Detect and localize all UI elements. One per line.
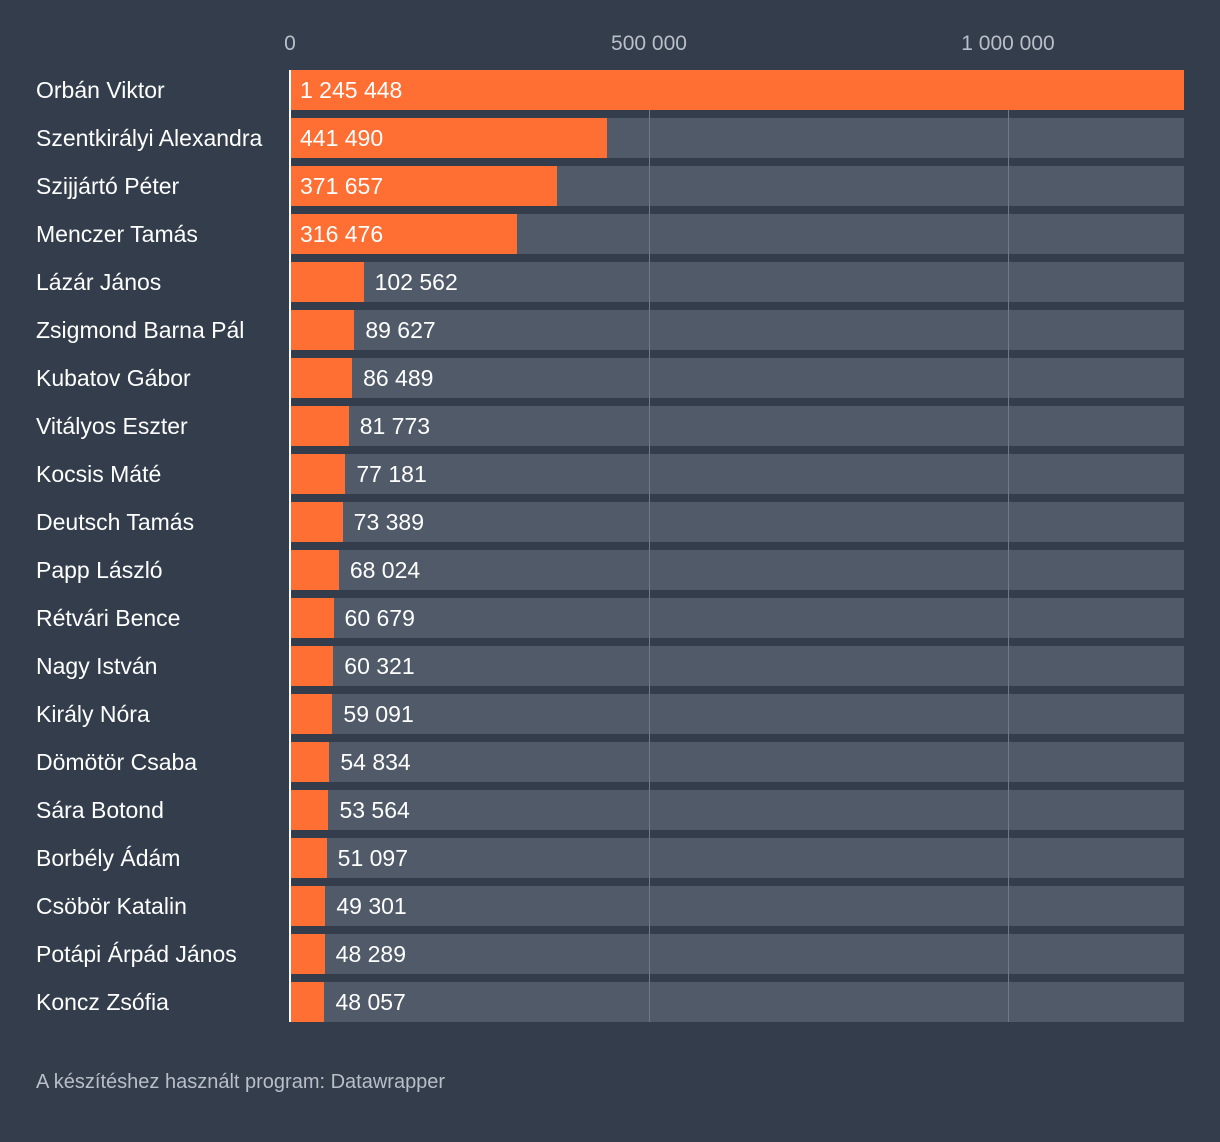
bar-track: [290, 646, 1184, 686]
bar-track: [290, 742, 1184, 782]
value-label: 68 024: [349, 557, 421, 583]
category-label: Csöbör Katalin: [36, 893, 187, 919]
zero-baseline: [289, 70, 291, 1022]
value-label: 48 057: [335, 989, 406, 1015]
bar[interactable]: [290, 118, 607, 158]
bar-track: [290, 550, 1184, 590]
bar[interactable]: [290, 550, 339, 590]
category-label: Vitályos Eszter: [36, 413, 188, 439]
bar[interactable]: [290, 742, 330, 782]
category-label: Deutsch Tamás: [36, 509, 195, 535]
category-label: Koncz Zsófia: [36, 989, 169, 1015]
bar[interactable]: [290, 838, 327, 878]
value-label: 77 181: [356, 461, 427, 487]
bar[interactable]: [290, 934, 325, 974]
value-label: 60 321: [344, 653, 415, 679]
value-label: 371 657: [300, 173, 384, 199]
bar[interactable]: [290, 70, 1184, 110]
bar-track: [290, 790, 1184, 830]
bar-track: [290, 934, 1184, 974]
bar[interactable]: [290, 406, 349, 446]
category-label: Papp László: [36, 557, 163, 583]
gridline: [1008, 70, 1009, 1022]
category-label: Potápi Árpád János: [36, 941, 237, 967]
category-label: Nagy István: [36, 653, 158, 679]
gridline: [649, 70, 650, 1022]
bar[interactable]: [290, 982, 325, 1022]
bar[interactable]: [290, 502, 343, 542]
value-label: 60 679: [344, 605, 415, 631]
value-label: 54 834: [340, 749, 411, 775]
category-label: Dömötör Csaba: [36, 749, 198, 775]
bar-track: [290, 982, 1184, 1022]
bar[interactable]: [290, 262, 364, 302]
x-tick-label: 0: [284, 32, 296, 55]
value-label: 73 389: [353, 509, 425, 535]
category-label: Zsigmond Barna Pál: [36, 317, 245, 343]
bar[interactable]: [290, 790, 329, 830]
bar[interactable]: [290, 646, 334, 686]
bar-track: [290, 406, 1184, 446]
value-label: 49 301: [336, 893, 407, 919]
bar[interactable]: [290, 598, 334, 638]
bar-track: [290, 358, 1184, 398]
bar-track: [290, 310, 1184, 350]
bar-track: [290, 454, 1184, 494]
category-label: Kubatov Gábor: [36, 365, 191, 391]
category-label: Rétvári Bence: [36, 605, 181, 631]
category-label: Szentkirályi Alexandra: [36, 125, 263, 151]
value-label: 441 490: [300, 125, 384, 151]
bar[interactable]: [290, 310, 355, 350]
category-label: Szijjártó Péter: [36, 173, 180, 199]
value-label: 59 091: [343, 701, 414, 727]
bar[interactable]: [290, 166, 557, 206]
bar-track: [290, 502, 1184, 542]
x-tick-label: 1 000 000: [961, 32, 1055, 55]
category-label: Orbán Viktor: [36, 77, 165, 103]
bar-track: [290, 886, 1184, 926]
value-label: 316 476: [300, 221, 384, 247]
footer-credit: A készítéshez használt program: Datawrap…: [36, 1071, 446, 1093]
category-label: Lázár János: [36, 269, 162, 295]
category-label: Király Nóra: [36, 701, 150, 727]
value-label: 89 627: [365, 317, 436, 343]
category-label: Kocsis Máté: [36, 461, 162, 487]
value-label: 48 289: [335, 941, 407, 967]
bar-track: [290, 598, 1184, 638]
bar[interactable]: [290, 886, 326, 926]
bar-track: [290, 262, 1184, 302]
category-label: Sára Botond: [36, 797, 164, 823]
value-label: 102 562: [374, 269, 458, 295]
value-label: 53 564: [339, 797, 410, 823]
category-label: Borbély Ádám: [36, 845, 181, 871]
category-label: Menczer Tamás: [36, 221, 198, 247]
bar-track: [290, 838, 1184, 878]
value-label: 81 773: [359, 413, 431, 439]
value-label: 1 245 448: [300, 77, 403, 103]
x-tick-label: 500 000: [611, 32, 687, 55]
bar[interactable]: [290, 694, 333, 734]
bar[interactable]: [290, 214, 518, 254]
value-label: 86 489: [363, 365, 434, 391]
bar[interactable]: [290, 454, 346, 494]
value-label: 51 097: [337, 845, 409, 871]
bar-track: [290, 694, 1184, 734]
bar[interactable]: [290, 358, 353, 398]
